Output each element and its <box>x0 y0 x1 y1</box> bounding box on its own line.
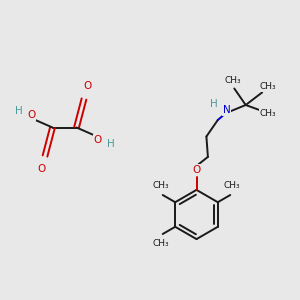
Text: H: H <box>106 139 114 149</box>
Text: O: O <box>83 81 91 92</box>
Text: H: H <box>210 99 218 110</box>
Text: CH₃: CH₃ <box>224 181 240 190</box>
Text: H: H <box>15 106 22 116</box>
Text: CH₃: CH₃ <box>259 109 276 118</box>
Text: CH₃: CH₃ <box>153 181 169 190</box>
Text: CH₃: CH₃ <box>259 82 276 91</box>
Text: N: N <box>223 105 231 116</box>
Text: CH₃: CH₃ <box>224 76 241 85</box>
Text: O: O <box>27 110 36 121</box>
Text: O: O <box>192 165 201 175</box>
Text: O: O <box>93 134 102 145</box>
Text: O: O <box>38 164 46 174</box>
Text: CH₃: CH₃ <box>153 239 169 248</box>
